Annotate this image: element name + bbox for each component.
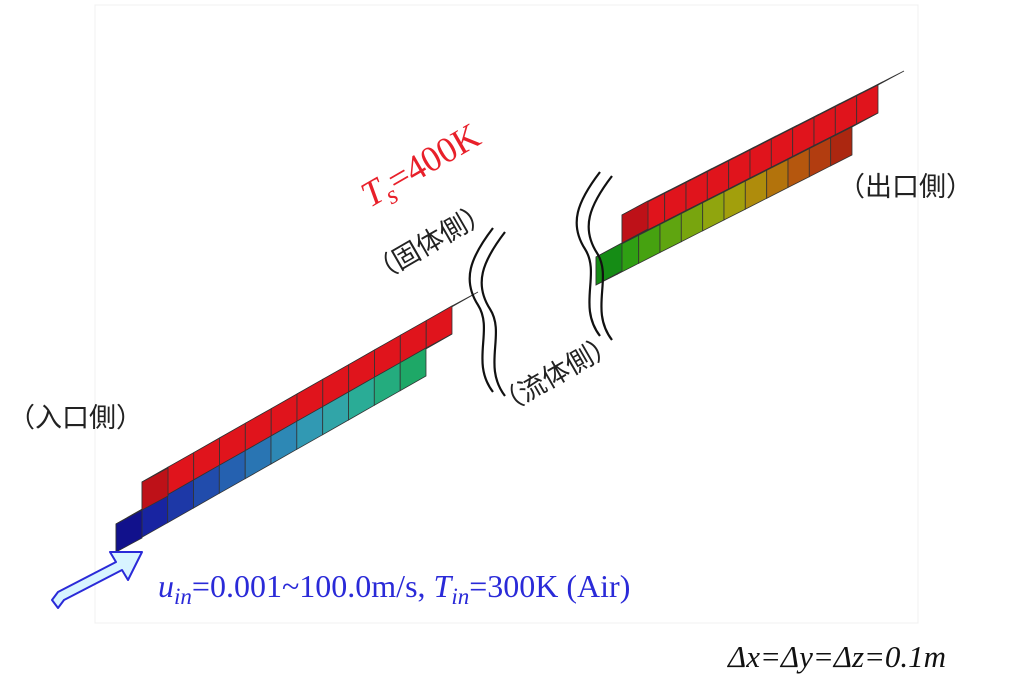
- inlet-side-label: （入口側）: [8, 403, 143, 434]
- break-mark-left: [468, 227, 506, 397]
- fluid-cell-side: [399, 347, 427, 392]
- inflow-condition-label: uin=0.001~100.0m/s, Tin=300K (Air): [158, 568, 630, 609]
- figure-frame: [94, 4, 919, 624]
- solid-side-label: （固体側）: [364, 196, 496, 290]
- inlet-channel-segment: [115, 291, 479, 553]
- outlet-side-label: （出口側）: [838, 172, 973, 203]
- outlet-channel-segment: [595, 70, 905, 286]
- fluid-cell-side: [830, 126, 853, 167]
- inflow-arrow-icon: [51, 551, 143, 609]
- fluid-side-label: （流体側）: [490, 328, 622, 422]
- grid-spacing-label: Δx=Δy=Δz=0.1m: [726, 639, 946, 674]
- break-mark-right: [575, 171, 613, 341]
- solid-cell-side: [425, 305, 453, 350]
